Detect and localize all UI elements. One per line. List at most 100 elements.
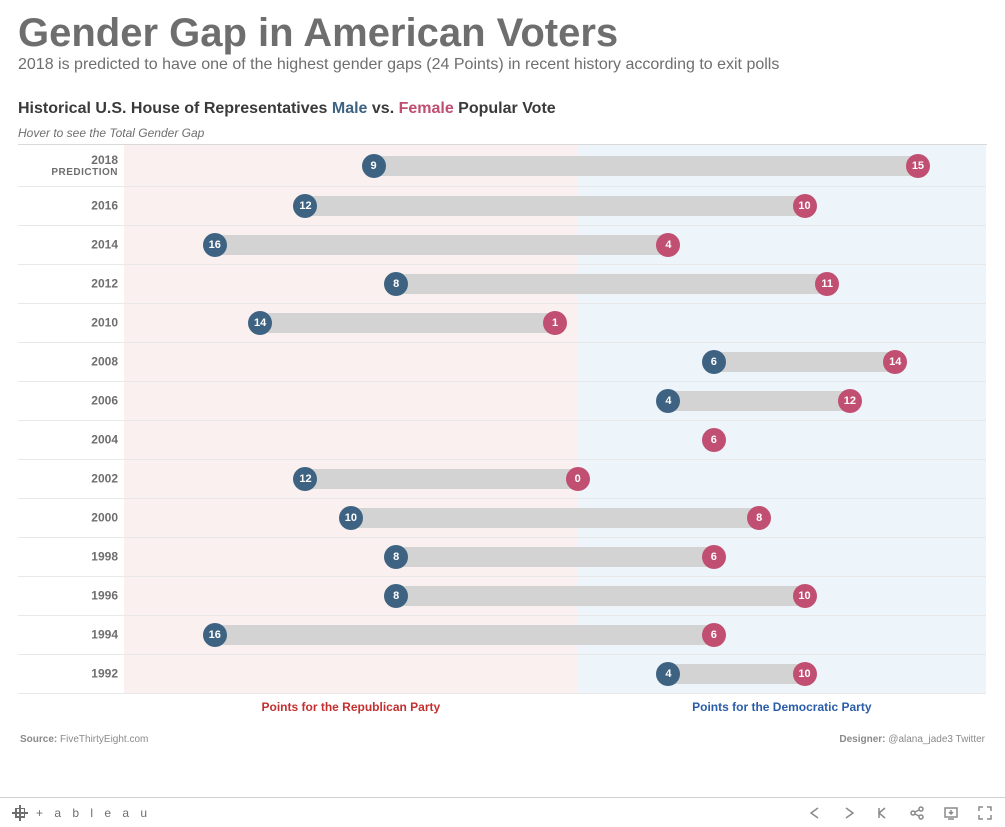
chart-row[interactable]: 2002 12 0 [18, 460, 986, 499]
toolbar-icons [807, 805, 993, 821]
designer-value: @alana_jade3 Twitter [888, 734, 985, 745]
gap-bar [305, 469, 577, 489]
chart-row[interactable]: 2014 16 4 [18, 226, 986, 265]
chart-row[interactable]: 1994 16 6 [18, 616, 986, 655]
undo-icon[interactable] [807, 805, 823, 821]
tableau-logo-icon [12, 805, 28, 821]
source-value: FiveThirtyEight.com [60, 734, 148, 745]
toolbar: + a b l e a u [0, 797, 1005, 827]
male-dot[interactable]: 6 [702, 350, 726, 374]
redo-icon[interactable] [841, 805, 857, 821]
row-year-label: 1998 [18, 550, 118, 563]
male-dot[interactable]: 12 [293, 467, 317, 491]
main-title: Gender Gap in American Voters [18, 12, 987, 54]
female-dot[interactable]: 12 [838, 389, 862, 413]
female-dot[interactable]: 1 [543, 311, 567, 335]
female-dot[interactable]: 10 [793, 662, 817, 686]
gap-bar [260, 313, 555, 333]
row-year-label: 2016 [18, 199, 118, 212]
row-year-label: 2006 [18, 394, 118, 407]
chart-row[interactable]: 1992 4 10 [18, 655, 986, 694]
female-dot[interactable]: 14 [883, 350, 907, 374]
gap-bar [351, 508, 759, 528]
fullscreen-icon[interactable] [977, 805, 993, 821]
axis-democratic-label: Points for the Democratic Party [578, 700, 986, 714]
chart-title-suffix: Popular Vote [454, 100, 556, 117]
chart-row[interactable]: 2010 14 1 [18, 304, 986, 343]
female-dot[interactable]: 0 [566, 467, 590, 491]
female-dot[interactable]: 15 [906, 154, 930, 178]
male-dot[interactable]: 14 [248, 311, 272, 335]
row-year-label: 2004 [18, 433, 118, 446]
designer-label: Designer: [839, 734, 885, 745]
row-year-label: 1992 [18, 667, 118, 680]
tableau-logo-text: + a b l e a u [36, 806, 151, 820]
gap-bar [396, 274, 827, 294]
diverging-chart[interactable]: 2018PREDICTION91520161210201416420128112… [18, 145, 986, 694]
gap-bar [374, 156, 918, 176]
chart-title: Historical U.S. House of Representatives… [18, 100, 987, 118]
male-dot[interactable]: 4 [656, 389, 680, 413]
female-dot[interactable]: 4 [656, 233, 680, 257]
female-dot[interactable]: 11 [815, 272, 839, 296]
male-dot[interactable]: 16 [203, 233, 227, 257]
male-dot[interactable]: 8 [384, 272, 408, 296]
chart-row[interactable]: 2006 4 12 [18, 382, 986, 421]
gap-bar [714, 352, 895, 372]
male-dot[interactable]: 9 [362, 154, 386, 178]
tableau-logo[interactable]: + a b l e a u [12, 805, 151, 821]
male-dot[interactable]: 8 [384, 545, 408, 569]
chart-title-female: Female [399, 100, 454, 117]
chart-row[interactable]: 2008 6 14 [18, 343, 986, 382]
female-dot[interactable]: 10 [793, 194, 817, 218]
gap-bar [215, 235, 669, 255]
male-dot[interactable]: 8 [384, 584, 408, 608]
row-year-label: 2018PREDICTION [18, 153, 118, 177]
gap-bar [215, 625, 714, 645]
chart-row[interactable]: 2000 10 8 [18, 499, 986, 538]
chart-row[interactable]: 2018PREDICTION 9 15 [18, 145, 986, 187]
designer: Designer: @alana_jade3 Twitter [839, 734, 985, 745]
row-prediction-label: PREDICTION [18, 167, 118, 178]
row-year-label: 2012 [18, 277, 118, 290]
subtitle: 2018 is predicted to have one of the hig… [18, 56, 987, 74]
chart-row[interactable]: 2016 12 10 [18, 187, 986, 226]
gap-bar [396, 547, 714, 567]
row-year-label: 1996 [18, 589, 118, 602]
gap-bar [668, 391, 849, 411]
row-year-label: 2014 [18, 238, 118, 251]
female-dot[interactable]: 6 [702, 623, 726, 647]
male-dot[interactable]: 10 [339, 506, 363, 530]
gap-bar [305, 196, 804, 216]
row-year-label: 1994 [18, 628, 118, 641]
female-dot[interactable]: 6 [702, 545, 726, 569]
footer: Source: FiveThirtyEight.com Designer: @a… [18, 734, 987, 745]
source-label: Source: [20, 734, 57, 745]
male-dot[interactable]: 12 [293, 194, 317, 218]
male-dot[interactable]: 4 [656, 662, 680, 686]
female-dot[interactable]: 6 [702, 428, 726, 452]
source: Source: FiveThirtyEight.com [20, 734, 148, 745]
gap-bar [668, 664, 804, 684]
chart-row[interactable]: 1996 8 10 [18, 577, 986, 616]
chart-row[interactable]: 1998 8 6 [18, 538, 986, 577]
chart-title-male: Male [332, 100, 368, 117]
gap-bar [396, 586, 804, 606]
download-icon[interactable] [943, 805, 959, 821]
female-dot[interactable]: 8 [747, 506, 771, 530]
axis-republican-label: Points for the Republican Party [124, 700, 578, 714]
share-icon[interactable] [909, 805, 925, 821]
chart-title-vs: vs. [367, 100, 398, 117]
female-dot[interactable]: 10 [793, 584, 817, 608]
row-year-label: 2008 [18, 355, 118, 368]
axis-labels: Points for the Republican Party Points f… [18, 700, 987, 714]
male-dot[interactable]: 16 [203, 623, 227, 647]
chart-title-prefix: Historical U.S. House of Representatives [18, 100, 332, 117]
row-year-label: 2002 [18, 472, 118, 485]
chart-row[interactable]: 2004 6 [18, 421, 986, 460]
hover-note: Hover to see the Total Gender Gap [18, 126, 987, 145]
row-year-label: 2010 [18, 316, 118, 329]
reset-icon[interactable] [875, 805, 891, 821]
row-year-label: 2000 [18, 511, 118, 524]
chart-row[interactable]: 2012 8 11 [18, 265, 986, 304]
